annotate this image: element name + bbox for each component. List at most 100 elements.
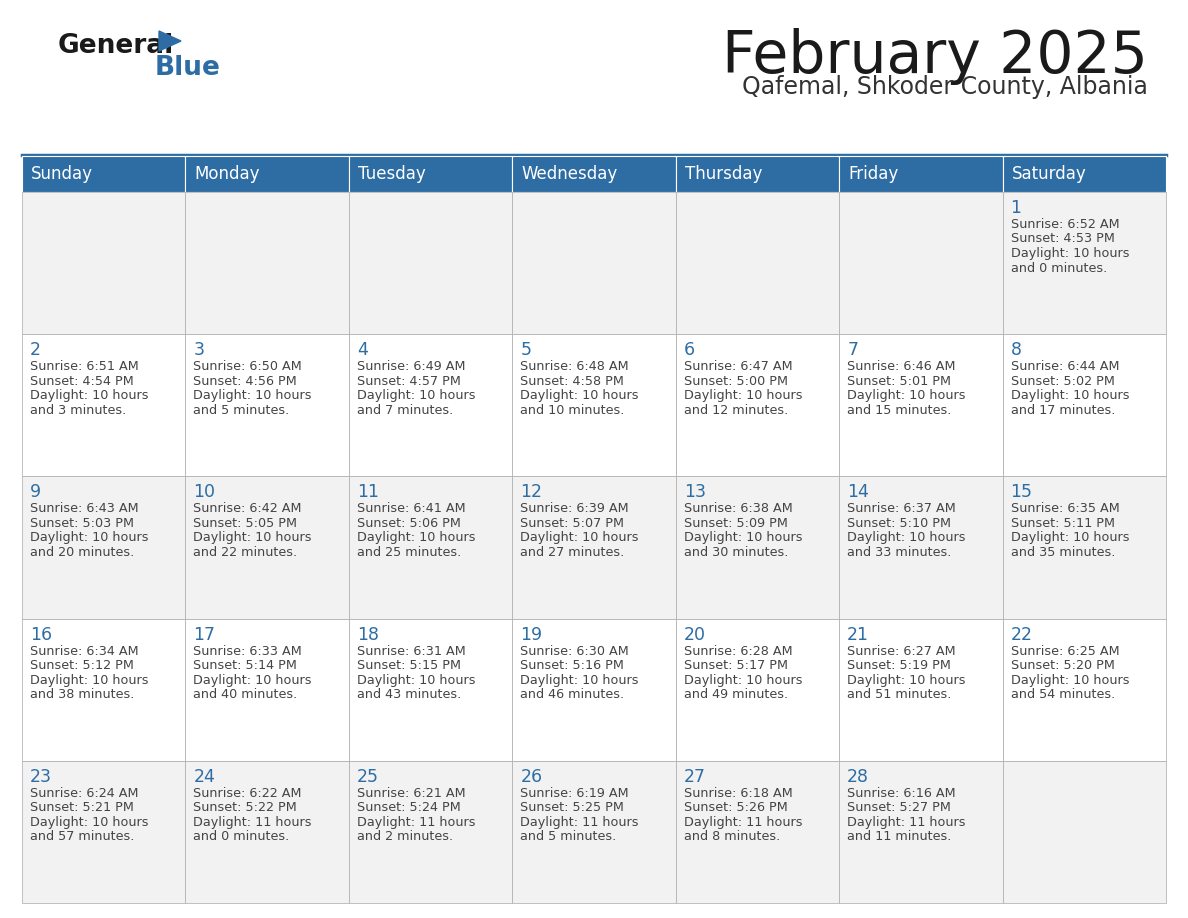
Bar [839,156,1003,192]
Text: Sunset: 4:53 PM: Sunset: 4:53 PM [1011,232,1114,245]
Bar [23,156,185,192]
Bar [676,761,839,903]
Text: Sunrise: 6:47 AM: Sunrise: 6:47 AM [684,360,792,374]
Text: Daylight: 10 hours: Daylight: 10 hours [356,389,475,402]
Text: and 5 minutes.: and 5 minutes. [194,404,290,417]
Text: Sunset: 5:14 PM: Sunset: 5:14 PM [194,659,297,672]
Text: 28: 28 [847,767,870,786]
Text: 25: 25 [356,767,379,786]
Text: Sunset: 5:07 PM: Sunset: 5:07 PM [520,517,624,530]
Text: Daylight: 10 hours: Daylight: 10 hours [847,674,966,687]
Bar [23,476,185,619]
Text: Blue: Blue [154,55,221,81]
Text: Daylight: 10 hours: Daylight: 10 hours [520,674,639,687]
Text: Sunrise: 6:44 AM: Sunrise: 6:44 AM [1011,360,1119,374]
Bar [676,619,839,761]
Text: 26: 26 [520,767,543,786]
Text: Sunrise: 6:42 AM: Sunrise: 6:42 AM [194,502,302,515]
Text: Sunset: 5:03 PM: Sunset: 5:03 PM [30,517,134,530]
Text: 5: 5 [520,341,531,359]
Bar [185,619,349,761]
Text: 21: 21 [847,625,870,644]
Text: Sunrise: 6:28 AM: Sunrise: 6:28 AM [684,644,792,657]
Bar [349,192,512,334]
Bar [1003,156,1165,192]
Text: Sunrise: 6:48 AM: Sunrise: 6:48 AM [520,360,628,374]
Text: and 27 minutes.: and 27 minutes. [520,546,625,559]
Text: and 51 minutes.: and 51 minutes. [847,688,952,701]
Text: Sunrise: 6:24 AM: Sunrise: 6:24 AM [30,787,139,800]
Text: and 8 minutes.: and 8 minutes. [684,830,781,844]
Text: 4: 4 [356,341,368,359]
Bar [23,334,185,476]
Bar [185,761,349,903]
Bar [23,619,185,761]
Bar [23,192,185,334]
Text: 23: 23 [30,767,52,786]
Text: 15: 15 [1011,484,1032,501]
Text: Sunrise: 6:25 AM: Sunrise: 6:25 AM [1011,644,1119,657]
Text: Sunset: 5:10 PM: Sunset: 5:10 PM [847,517,952,530]
Bar [185,192,349,334]
Text: and 3 minutes.: and 3 minutes. [30,404,126,417]
Text: and 15 minutes.: and 15 minutes. [847,404,952,417]
Bar [512,156,676,192]
Text: Sunrise: 6:43 AM: Sunrise: 6:43 AM [30,502,139,515]
Text: 27: 27 [684,767,706,786]
Text: 10: 10 [194,484,215,501]
Text: Sunset: 5:25 PM: Sunset: 5:25 PM [520,801,624,814]
Text: and 49 minutes.: and 49 minutes. [684,688,788,701]
Text: 14: 14 [847,484,868,501]
Bar [512,761,676,903]
Text: Sunday: Sunday [31,165,93,183]
Text: Sunset: 5:20 PM: Sunset: 5:20 PM [1011,659,1114,672]
Text: Sunrise: 6:37 AM: Sunrise: 6:37 AM [847,502,956,515]
Text: Daylight: 10 hours: Daylight: 10 hours [356,532,475,544]
Text: Sunrise: 6:51 AM: Sunrise: 6:51 AM [30,360,139,374]
Bar [839,761,1003,903]
Text: Daylight: 10 hours: Daylight: 10 hours [194,532,312,544]
Text: Sunrise: 6:27 AM: Sunrise: 6:27 AM [847,644,956,657]
Text: and 35 minutes.: and 35 minutes. [1011,546,1116,559]
Text: Daylight: 10 hours: Daylight: 10 hours [684,389,802,402]
Text: Daylight: 11 hours: Daylight: 11 hours [356,816,475,829]
Text: Daylight: 10 hours: Daylight: 10 hours [30,816,148,829]
Text: Daylight: 10 hours: Daylight: 10 hours [684,674,802,687]
Text: Sunset: 4:54 PM: Sunset: 4:54 PM [30,375,134,387]
Bar [839,192,1003,334]
Text: Daylight: 10 hours: Daylight: 10 hours [30,389,148,402]
Text: Daylight: 10 hours: Daylight: 10 hours [1011,674,1129,687]
Text: Sunrise: 6:16 AM: Sunrise: 6:16 AM [847,787,956,800]
Text: 18: 18 [356,625,379,644]
Text: and 20 minutes.: and 20 minutes. [30,546,134,559]
Text: Thursday: Thursday [684,165,762,183]
Bar [676,476,839,619]
Text: and 0 minutes.: and 0 minutes. [194,830,290,844]
Text: Sunset: 5:24 PM: Sunset: 5:24 PM [356,801,461,814]
Text: 22: 22 [1011,625,1032,644]
Text: and 40 minutes.: and 40 minutes. [194,688,298,701]
Text: Qafemal, Shkoder County, Albania: Qafemal, Shkoder County, Albania [742,75,1148,99]
Text: Sunrise: 6:31 AM: Sunrise: 6:31 AM [356,644,466,657]
Text: and 57 minutes.: and 57 minutes. [30,830,134,844]
Text: Daylight: 10 hours: Daylight: 10 hours [1011,247,1129,260]
Text: Sunset: 4:58 PM: Sunset: 4:58 PM [520,375,624,387]
Text: Sunrise: 6:38 AM: Sunrise: 6:38 AM [684,502,792,515]
Bar [839,334,1003,476]
Bar [512,476,676,619]
Text: Sunrise: 6:35 AM: Sunrise: 6:35 AM [1011,502,1119,515]
Text: and 0 minutes.: and 0 minutes. [1011,262,1107,274]
Text: and 11 minutes.: and 11 minutes. [847,830,952,844]
Text: Sunset: 5:09 PM: Sunset: 5:09 PM [684,517,788,530]
Text: 8: 8 [1011,341,1022,359]
Text: Sunrise: 6:33 AM: Sunrise: 6:33 AM [194,644,302,657]
Bar [512,619,676,761]
Bar [185,476,349,619]
Text: February 2025: February 2025 [722,28,1148,85]
Bar [1003,476,1165,619]
Bar [512,192,676,334]
Text: Sunset: 5:15 PM: Sunset: 5:15 PM [356,659,461,672]
Text: Sunset: 5:00 PM: Sunset: 5:00 PM [684,375,788,387]
Text: Sunset: 5:22 PM: Sunset: 5:22 PM [194,801,297,814]
Text: Sunrise: 6:41 AM: Sunrise: 6:41 AM [356,502,466,515]
